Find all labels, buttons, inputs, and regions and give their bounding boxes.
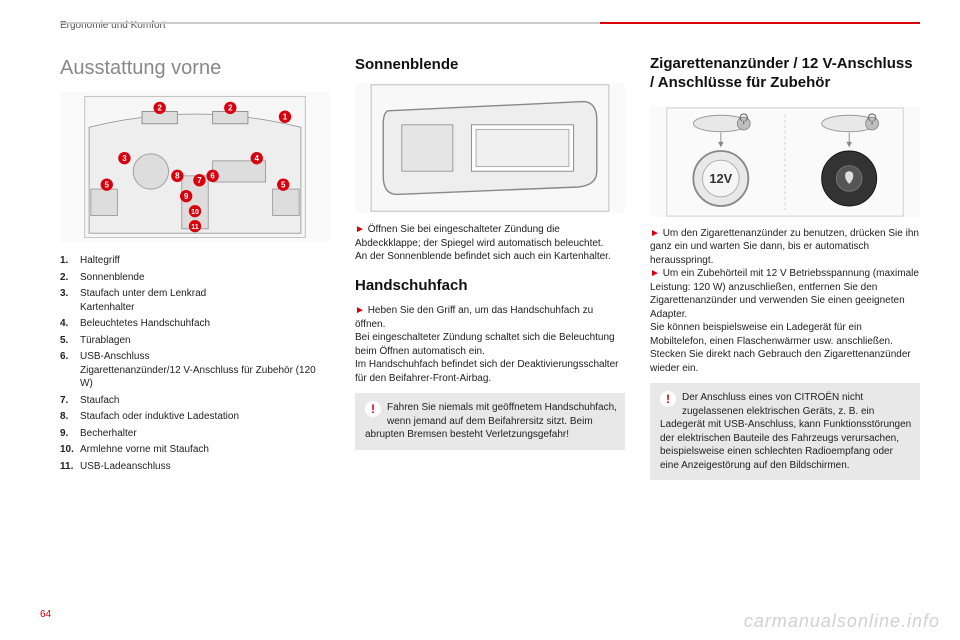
svg-text:5: 5 <box>105 180 110 189</box>
warning-text: Fahren Sie niemals mit geöffnetem Handsc… <box>365 402 617 440</box>
paragraph: Bei eingeschalteter Zündung schaltet sic… <box>355 332 615 357</box>
warning-icon: ! <box>365 401 381 417</box>
list-item: 11.USB-Ladeanschluss <box>60 460 330 474</box>
content-columns: Ausstattung vorne 1 2 2 3 4 5 <box>60 55 920 595</box>
list-item: 1.Haltegriff <box>60 254 330 268</box>
svg-text:7: 7 <box>197 176 202 185</box>
col3-body: ► Um den Zigarettenanzünder zu benutzen,… <box>650 227 920 376</box>
list-item: 5.Türablagen <box>60 334 330 348</box>
svg-text:11: 11 <box>191 224 199 231</box>
arrow-icon: ► <box>355 224 365 235</box>
warning-text: Der Anschluss eines von CITROËN nicht zu… <box>660 392 911 471</box>
svg-text:12V: 12V <box>709 171 732 186</box>
svg-text:3: 3 <box>122 154 127 163</box>
watermark: carmanualsonline.info <box>744 611 940 632</box>
column-1: Ausstattung vorne 1 2 2 3 4 5 <box>60 55 330 595</box>
svg-text:4: 4 <box>255 154 260 163</box>
page-number: 64 <box>40 609 51 620</box>
svg-text:6: 6 <box>210 171 215 180</box>
col1-title: Ausstattung vorne <box>60 55 330 82</box>
list-item: 8.Staufach oder induktive Ladestation <box>60 410 330 424</box>
svg-text:5: 5 <box>281 180 286 189</box>
arrow-icon: ► <box>650 228 660 239</box>
svg-text:8: 8 <box>175 171 180 180</box>
svg-text:9: 9 <box>184 192 189 201</box>
svg-text:2: 2 <box>228 104 233 113</box>
column-2: Sonnenblende ► Öffnen Sie bei eingeschal… <box>355 55 625 595</box>
column-3: Zigarettenanzünder / 12 V-Anschluss / An… <box>650 55 920 595</box>
paragraph: Sie können beispielsweise ein Ladegerät … <box>650 322 893 347</box>
dashboard-diagram: 1 2 2 3 4 5 5 6 7 8 9 10 11 <box>60 92 330 242</box>
legend-list: 1.Haltegriff 2.Sonnenblende 3.Staufach u… <box>60 254 330 476</box>
col2-sec1-body: ► Öffnen Sie bei eingeschalteter Zündung… <box>355 223 625 264</box>
list-item: 7.Staufach <box>60 394 330 408</box>
sunvisor-diagram <box>355 83 625 213</box>
warning-icon: ! <box>660 391 676 407</box>
socket-diagram: 12V <box>650 107 920 217</box>
svg-text:1: 1 <box>283 112 288 121</box>
col2-sec2-body: ► Heben Sie den Griff an, um das Handsch… <box>355 304 625 385</box>
col2-sec1-title: Sonnenblende <box>355 55 625 75</box>
list-item: 4.Beleuchtetes Handschuhfach <box>60 317 330 331</box>
col3-title: Zigarettenanzünder / 12 V-Anschluss / An… <box>650 55 920 93</box>
list-item: 3.Staufach unter dem Lenkrad Kartenhalte… <box>60 287 330 314</box>
arrow-icon: ► <box>650 268 660 279</box>
list-item: 6.USB-Anschluss Zigarettenanzünder/12 V-… <box>60 350 330 391</box>
list-item: 9.Becherhalter <box>60 427 330 441</box>
list-item: 2.Sonnenblende <box>60 271 330 285</box>
paragraph: Heben Sie den Griff an, um das Handschuh… <box>355 305 593 330</box>
paragraph: Öffnen Sie bei eingeschalteter Zündung d… <box>355 224 603 249</box>
svg-text:10: 10 <box>191 209 199 216</box>
list-item: 10.Armlehne vorne mit Staufach <box>60 443 330 457</box>
col2-sec2-title: Handschuhfach <box>355 276 625 296</box>
warning-box: ! Fahren Sie niemals mit geöffnetem Hand… <box>355 393 625 450</box>
paragraph: Stecken Sie direkt nach Gebrauch den Zig… <box>650 349 911 374</box>
paragraph: Im Handschuhfach befindet sich der Deakt… <box>355 359 618 384</box>
header-rule-grey <box>60 22 600 24</box>
paragraph: Um den Zigarettenanzünder zu benutzen, d… <box>650 228 919 266</box>
header-rule-red <box>600 22 920 24</box>
svg-text:2: 2 <box>157 104 162 113</box>
warning-box: ! Der Anschluss eines von CITROËN nicht … <box>650 383 920 480</box>
arrow-icon: ► <box>355 305 365 316</box>
paragraph: An der Sonnenblende befindet sich auch e… <box>355 251 611 262</box>
paragraph: Um ein Zubehörteil mit 12 V Betriebsspan… <box>650 268 919 320</box>
